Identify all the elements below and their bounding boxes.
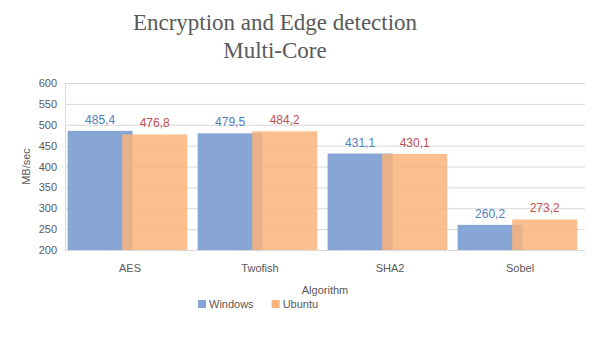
legend-item: Windows [198, 298, 254, 310]
legend-item: Ubuntu [272, 298, 318, 310]
data-label: 430,1 [400, 136, 430, 150]
x-axis-title: Algorithm [302, 284, 348, 296]
grid-line [65, 83, 585, 84]
legend-label: Windows [209, 298, 254, 310]
y-tick-label: 200 [39, 244, 57, 256]
y-tick-label: 450 [39, 140, 57, 152]
legend: Windows Ubuntu [198, 298, 318, 310]
x-axis: AES Twofish SHA2 Sobel [66, 251, 586, 274]
y-tick-label: 550 [39, 98, 57, 110]
bar-series [68, 131, 523, 250]
legend-swatch [272, 300, 280, 308]
plot: 200 250 300 350 400 450 500 550 600 AES Twofish SHA… [39, 77, 586, 274]
x-tick-label: Twofish [241, 262, 278, 274]
y-axis-title: MB/sec [20, 148, 32, 185]
x-tick: SHA2 [376, 262, 405, 274]
bar [252, 131, 317, 250]
x-tick-label: Sobel [506, 262, 534, 274]
y-tick: 550 [39, 98, 585, 110]
y-tick-label: 500 [39, 119, 57, 131]
data-label: 484,2 [270, 113, 300, 127]
data-label: 485,4 [85, 113, 115, 127]
legend-label: Ubuntu [283, 298, 318, 310]
y-tick-label: 600 [39, 77, 57, 89]
y-tick-label: 400 [39, 161, 57, 173]
x-tick-label: AES [119, 262, 141, 274]
y-axis: 200 250 300 350 400 450 500 550 600 [39, 77, 585, 256]
grid-line [65, 104, 585, 105]
y-tick-label: 300 [39, 202, 57, 214]
grid-line [65, 250, 585, 251]
legend-swatch [198, 300, 206, 308]
bar [512, 219, 577, 250]
x-tick: Sobel [506, 262, 534, 274]
bar [382, 154, 447, 250]
y-tick: 600 [39, 77, 585, 89]
data-labels: 485,4 479,5 431,1 260,2 476,8 484,2 430,1 273,2 [85, 113, 560, 221]
x-tick: Twofish [241, 262, 278, 274]
bars [68, 131, 578, 250]
y-tick-label: 350 [39, 181, 57, 193]
data-label: 273,2 [530, 201, 560, 215]
chart: Encryption and Edge detectionMulti-Core 2… [0, 0, 605, 344]
y-tick: 500 [39, 119, 585, 131]
x-tick-label: SHA2 [376, 262, 405, 274]
x-axis-line [66, 250, 586, 251]
data-label: 260,2 [475, 207, 505, 221]
y-tick-label: 250 [39, 223, 57, 235]
data-label: 479,5 [215, 115, 245, 129]
x-tick: AES [119, 262, 141, 274]
data-label: 476,8 [140, 116, 170, 130]
title: Encryption and Edge detectionMulti-Core [133, 10, 418, 63]
data-label: 431,1 [345, 136, 375, 150]
bar-series [122, 131, 577, 250]
bar [122, 134, 187, 250]
